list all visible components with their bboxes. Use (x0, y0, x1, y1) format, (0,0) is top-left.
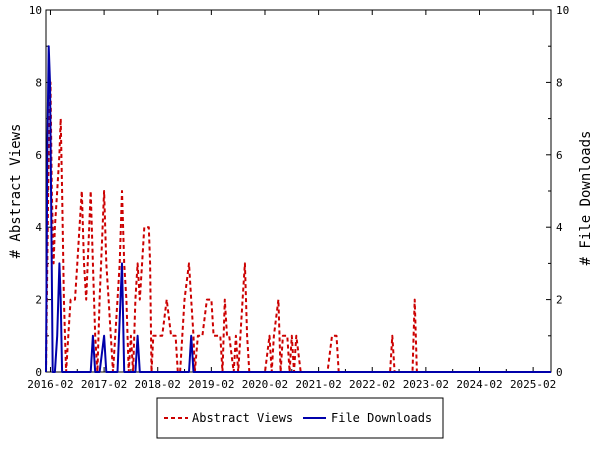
y-tick-label-right: 10 (556, 4, 569, 17)
y-tick-label-left: 10 (29, 4, 42, 17)
y-tick-label-right: 8 (556, 76, 563, 89)
series-line-abstract-views (45, 81, 551, 373)
y-tick-label-left: 8 (35, 76, 42, 89)
y-tick-label-left: 0 (35, 366, 42, 379)
tick-labels: 2016-02 2017-02 2018-02 2019-02 2020-02 2021-… (27, 4, 569, 391)
x-tick-label: 2021-02 (295, 378, 341, 391)
y-tick-label-right: 2 (556, 294, 563, 307)
series-line-file-downloads (45, 45, 551, 373)
x-tick-label: 2018-02 (135, 378, 181, 391)
x-tick-label: 2023-02 (403, 378, 449, 391)
series-lines (45, 45, 551, 373)
x-tick-label: 2019-02 (188, 378, 234, 391)
y-axis-title-left: # Abstract Views (8, 124, 24, 259)
y-tick-label-right: 4 (556, 221, 563, 234)
x-tick-label: 2020-02 (242, 378, 288, 391)
x-tick-label: 2025-02 (510, 378, 556, 391)
y-tick-label-right: 0 (556, 366, 563, 379)
x-tick-label: 2017-02 (81, 378, 127, 391)
y-tick-label-left: 2 (35, 294, 42, 307)
legend-box (156, 397, 444, 439)
legend: Abstract Views File Downloads (156, 397, 444, 439)
x-tick-label: 2016-02 (27, 378, 73, 391)
legend-label-abstract-views: Abstract Views (192, 411, 293, 425)
y-tick-label-left: 6 (35, 149, 42, 162)
y-tick-label-left: 4 (35, 221, 42, 234)
x-tick-label: 2024-02 (456, 378, 502, 391)
y-axis-title-right: # File Downloads (578, 131, 594, 266)
x-tick-label: 2022-02 (349, 378, 395, 391)
y-tick-label-right: 6 (556, 149, 563, 162)
legend-label-file-downloads: File Downloads (331, 411, 432, 425)
